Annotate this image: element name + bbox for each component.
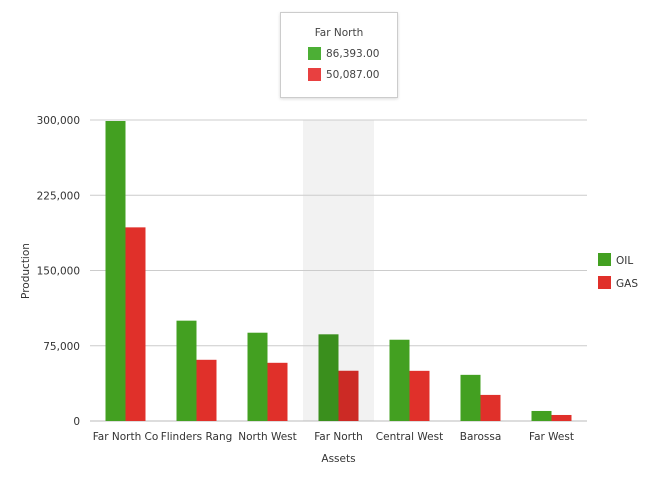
bar-oil bbox=[460, 374, 481, 421]
legend-swatch-oil bbox=[598, 253, 611, 266]
bar-oil bbox=[247, 332, 268, 421]
y-axis-label: Production bbox=[20, 243, 32, 299]
x-tick-label: Far North bbox=[314, 431, 363, 443]
y-tick-label: 75,000 bbox=[43, 341, 80, 353]
tooltip-swatch-gas bbox=[308, 68, 321, 81]
y-tick-label: 300,000 bbox=[37, 115, 80, 127]
bar-oil bbox=[176, 320, 197, 421]
bar-gas bbox=[480, 394, 501, 421]
x-tick-label: Far North Co bbox=[93, 431, 159, 443]
legend-label-oil: OIL bbox=[616, 255, 633, 267]
x-tick-label: Central West bbox=[376, 431, 443, 443]
tooltip-row-oil: 86,393.00 bbox=[308, 47, 397, 60]
x-tick-label: Far West bbox=[529, 431, 574, 443]
bar-gas bbox=[267, 362, 288, 421]
bar-gas bbox=[551, 414, 572, 421]
y-tick-label: 225,000 bbox=[37, 190, 80, 202]
bar-gas bbox=[409, 370, 430, 421]
x-axis-label: Assets bbox=[321, 453, 355, 465]
bar-oil bbox=[531, 410, 552, 421]
tooltip-value-gas: 50,087.00 bbox=[326, 68, 380, 81]
bar-oil bbox=[105, 121, 126, 422]
x-tick-label: Flinders Rang bbox=[161, 431, 233, 443]
x-tick-label: Barossa bbox=[460, 431, 502, 443]
bar-gas bbox=[196, 359, 217, 421]
bar-oil bbox=[318, 334, 339, 421]
y-tick-label: 0 bbox=[73, 416, 80, 428]
legend-swatch-gas bbox=[598, 276, 611, 289]
x-tick-label: North West bbox=[238, 431, 297, 443]
bar-oil bbox=[389, 339, 410, 421]
legend-label-gas: GAS bbox=[616, 278, 638, 290]
tooltip: Far North 86,393.00 50,087.00 bbox=[280, 12, 398, 98]
tooltip-row-gas: 50,087.00 bbox=[308, 68, 397, 81]
tooltip-value-oil: 86,393.00 bbox=[326, 47, 380, 60]
bar-gas bbox=[338, 370, 359, 421]
bar-gas bbox=[125, 227, 146, 421]
y-tick-label: 150,000 bbox=[37, 266, 80, 278]
tooltip-title: Far North bbox=[314, 27, 364, 39]
tooltip-swatch-oil bbox=[308, 47, 321, 60]
